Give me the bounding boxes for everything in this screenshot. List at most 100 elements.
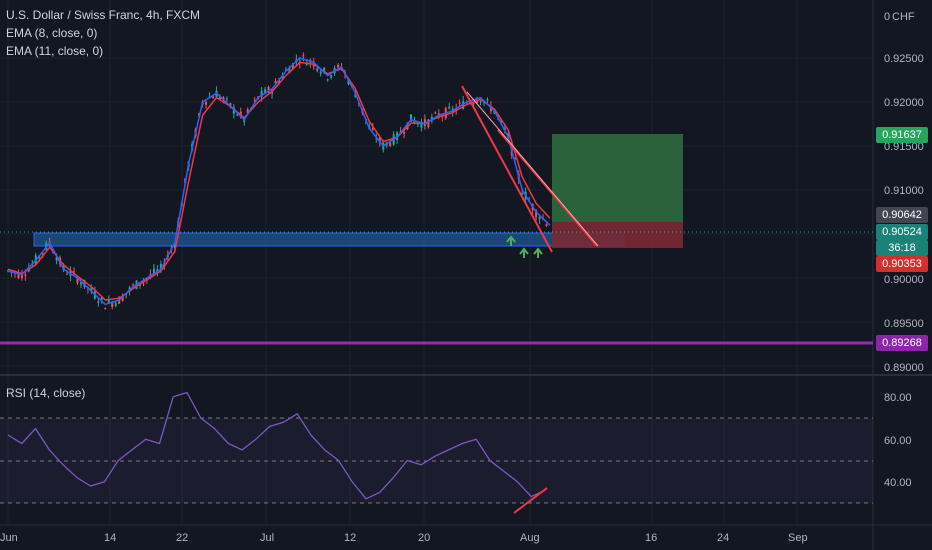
currency-label: CHF bbox=[892, 11, 915, 23]
time-tick: Jul bbox=[260, 532, 274, 544]
price-axis: 0 CHF 0.92500 0.92000 0.91500 0.91000 0.… bbox=[884, 11, 924, 374]
rsi-tick: 80.00 bbox=[884, 392, 912, 404]
candle-body bbox=[20, 272, 23, 279]
candle-body bbox=[347, 80, 350, 85]
candle-body bbox=[104, 307, 107, 310]
rsi-tick: 60.00 bbox=[884, 435, 912, 447]
candle-body bbox=[354, 93, 357, 98]
candle-body bbox=[159, 264, 162, 269]
candle-body bbox=[222, 97, 225, 100]
candle-body bbox=[430, 116, 433, 120]
candle-body bbox=[278, 80, 280, 84]
rsi-legend[interactable]: RSI (14, close) bbox=[6, 386, 86, 400]
candle-body bbox=[371, 127, 374, 130]
time-tick: 22 bbox=[176, 532, 188, 544]
candle-body bbox=[323, 67, 326, 73]
ema-8-line[interactable] bbox=[7, 57, 551, 306]
candle-body bbox=[111, 302, 114, 307]
candle-body bbox=[375, 138, 378, 140]
candle-body bbox=[225, 98, 228, 100]
candle-body bbox=[236, 114, 239, 116]
rsi-axis: 80.00 60.00 40.00 bbox=[884, 392, 912, 489]
time-tick: 16 bbox=[645, 532, 657, 544]
candle-body bbox=[211, 96, 214, 99]
candle-body bbox=[448, 106, 451, 109]
candle-body bbox=[403, 132, 406, 134]
candle-body bbox=[52, 252, 55, 254]
candle-body bbox=[389, 142, 392, 146]
candle-body bbox=[132, 284, 135, 286]
candle-body bbox=[434, 112, 437, 114]
time-axis: Jun 14 22 Jul 12 20 Aug 16 24 Sep bbox=[0, 532, 808, 544]
candle-body bbox=[288, 68, 291, 74]
candle-body bbox=[73, 271, 76, 273]
ema-11-line[interactable] bbox=[7, 61, 551, 301]
candle-body bbox=[66, 273, 69, 275]
time-tick: 24 bbox=[717, 532, 729, 544]
stop-zone[interactable] bbox=[552, 222, 683, 248]
candle-body bbox=[378, 137, 381, 143]
candle-body bbox=[514, 158, 517, 160]
candle-body bbox=[538, 217, 541, 220]
trendline-2[interactable] bbox=[497, 129, 598, 247]
trendline-1[interactable] bbox=[461, 85, 553, 253]
candle-body bbox=[41, 253, 44, 255]
symbol-title[interactable]: U.S. Dollar / Swiss Franc, 4h, FXCM bbox=[6, 8, 201, 22]
time-tick: 12 bbox=[344, 532, 356, 544]
candle-body bbox=[152, 268, 155, 275]
time-tick: 14 bbox=[104, 532, 116, 544]
demand-zone[interactable] bbox=[33, 232, 625, 247]
candle-body bbox=[274, 81, 277, 84]
candle-body bbox=[156, 269, 159, 272]
candle-body bbox=[427, 119, 430, 127]
price-tick: 0.92500 bbox=[884, 53, 924, 65]
ema-8-legend[interactable]: EMA (8, close, 0) bbox=[6, 26, 98, 40]
candle-body bbox=[521, 193, 524, 195]
candle-body bbox=[253, 99, 256, 101]
candle-body bbox=[284, 69, 287, 71]
candle-body bbox=[55, 256, 58, 261]
candle-body bbox=[413, 120, 416, 124]
candles bbox=[7, 52, 548, 310]
current-price-tag: 0.90524 bbox=[876, 224, 928, 240]
candle-body bbox=[264, 89, 267, 94]
price-tick: 0.89000 bbox=[884, 362, 924, 374]
stop-price-tag: 0.90353 bbox=[876, 256, 928, 272]
candle-body bbox=[472, 103, 475, 105]
candle-body bbox=[535, 210, 538, 218]
candle-body bbox=[462, 101, 465, 110]
price-tick: 0.91500 bbox=[884, 141, 924, 153]
time-tick: Aug bbox=[520, 532, 540, 544]
candle-body bbox=[97, 301, 100, 303]
price-tick: 0.90000 bbox=[884, 274, 924, 286]
ema-11-legend[interactable]: EMA (11, close, 0) bbox=[6, 44, 104, 58]
arrow-up-icon bbox=[506, 235, 516, 246]
time-tick: Sep bbox=[788, 532, 808, 544]
candle-body bbox=[205, 101, 208, 105]
candle-body bbox=[107, 299, 110, 303]
candle-body bbox=[545, 224, 548, 226]
target-zone[interactable] bbox=[552, 134, 683, 222]
candle-body bbox=[476, 100, 479, 103]
trendline-3[interactable] bbox=[466, 91, 599, 247]
candle-body bbox=[486, 99, 489, 101]
time-tick: Jun bbox=[0, 532, 18, 544]
candle-body bbox=[239, 111, 242, 116]
candle-body bbox=[410, 114, 413, 122]
candle-body bbox=[337, 64, 340, 68]
candle-body bbox=[281, 75, 284, 79]
rsi-divergence-line[interactable] bbox=[513, 487, 548, 514]
candle-body bbox=[17, 271, 20, 279]
rsi-line[interactable] bbox=[7, 391, 546, 500]
candle-body bbox=[291, 63, 294, 69]
candle-body bbox=[246, 109, 249, 113]
arrow-up-icon bbox=[533, 247, 543, 258]
candle-body bbox=[458, 102, 461, 104]
candle-body bbox=[326, 79, 329, 81]
candle-body bbox=[489, 106, 492, 112]
candle-body bbox=[114, 302, 117, 306]
countdown-tag: 36:18 bbox=[876, 240, 928, 256]
candle-body bbox=[260, 90, 263, 97]
entry-price-tag: 0.90642 bbox=[876, 207, 928, 223]
